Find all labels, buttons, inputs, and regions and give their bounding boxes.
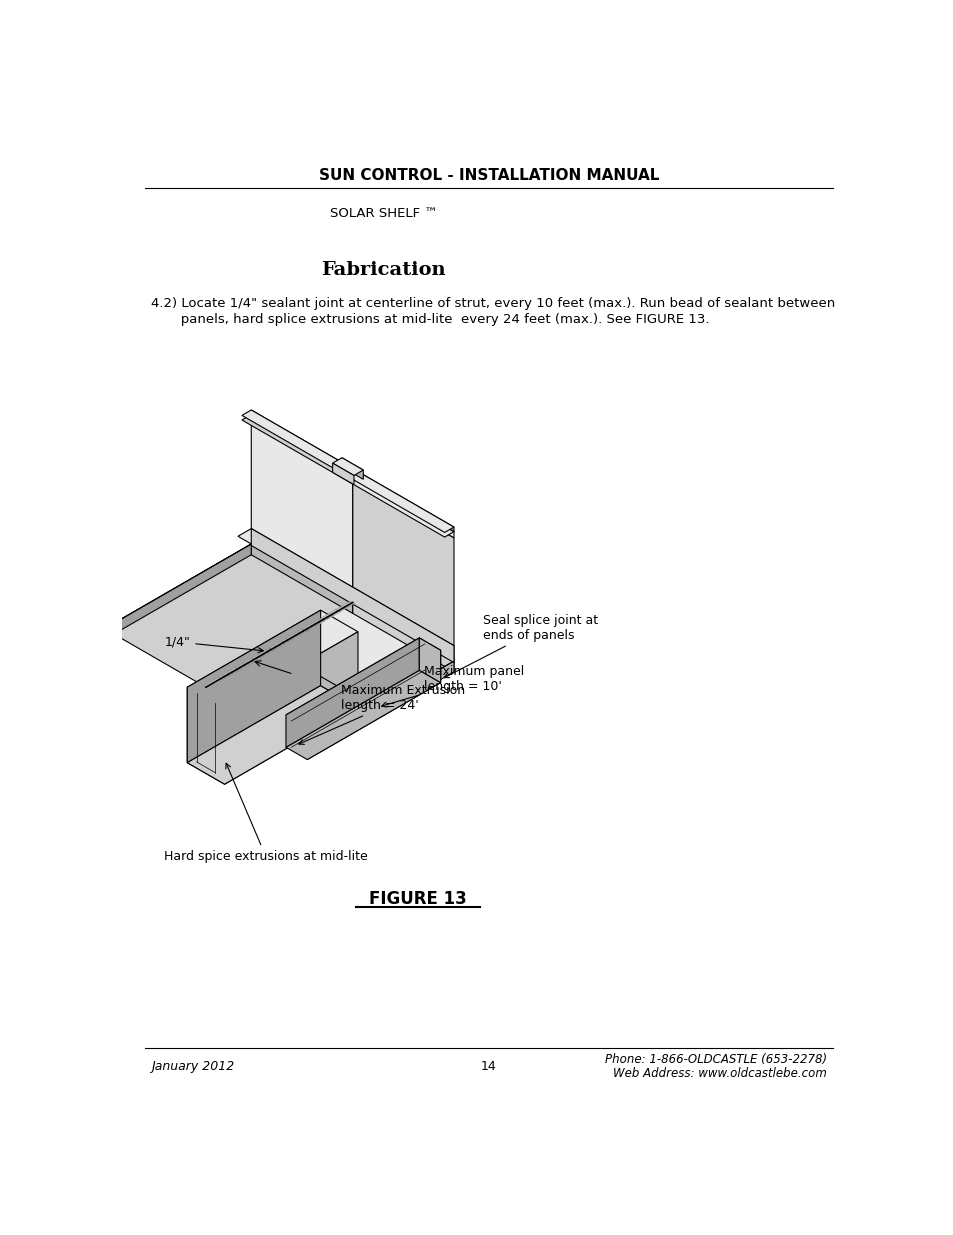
Polygon shape <box>286 638 419 747</box>
Text: panels, hard splice extrusions at mid-lite  every 24 feet (max.). See FIGURE 13.: panels, hard splice extrusions at mid-li… <box>151 312 709 326</box>
Polygon shape <box>341 458 363 479</box>
Polygon shape <box>204 601 355 688</box>
Polygon shape <box>242 410 454 532</box>
Polygon shape <box>251 421 353 603</box>
Polygon shape <box>237 529 454 653</box>
Text: January 2012: January 2012 <box>151 1060 233 1072</box>
Polygon shape <box>307 651 440 760</box>
Polygon shape <box>353 473 454 537</box>
Text: Hard spice extrusions at mid-lite: Hard spice extrusions at mid-lite <box>164 763 367 863</box>
Text: 1/4": 1/4" <box>164 636 263 653</box>
Polygon shape <box>419 638 440 683</box>
Text: Maximum panel
length = 10': Maximum panel length = 10' <box>381 664 524 708</box>
Polygon shape <box>105 543 251 640</box>
Polygon shape <box>187 610 320 763</box>
Polygon shape <box>343 473 454 537</box>
Polygon shape <box>251 410 454 531</box>
Polygon shape <box>187 685 357 784</box>
Polygon shape <box>251 529 454 662</box>
Polygon shape <box>307 661 454 757</box>
Text: Web Address: www.oldcastlebe.com: Web Address: www.oldcastlebe.com <box>613 1067 826 1081</box>
Polygon shape <box>187 687 224 784</box>
Text: FIGURE 13: FIGURE 13 <box>369 890 466 908</box>
Polygon shape <box>251 543 353 614</box>
Polygon shape <box>286 671 440 760</box>
Text: Fabrication: Fabrication <box>321 261 445 279</box>
Polygon shape <box>206 603 454 746</box>
Text: Phone: 1-866-OLDCASTLE (653-2278): Phone: 1-866-OLDCASTLE (653-2278) <box>604 1052 826 1066</box>
Polygon shape <box>320 677 357 708</box>
Text: SUN CONTROL - INSTALLATION MANUAL: SUN CONTROL - INSTALLATION MANUAL <box>318 168 659 183</box>
Polygon shape <box>224 632 357 784</box>
Polygon shape <box>333 463 354 484</box>
Polygon shape <box>105 543 353 687</box>
Text: SOLAR SHELF ™: SOLAR SHELF ™ <box>330 207 436 220</box>
Polygon shape <box>353 603 454 672</box>
Polygon shape <box>286 638 440 727</box>
Polygon shape <box>242 415 353 478</box>
Polygon shape <box>333 458 363 475</box>
Polygon shape <box>353 479 454 661</box>
Text: Maximum Extrusion
length = 24': Maximum Extrusion length = 24' <box>298 684 465 745</box>
Text: 14: 14 <box>480 1060 497 1072</box>
Text: 4.2) Locate 1/4" sealant joint at centerline of strut, every 10 feet (max.). Run: 4.2) Locate 1/4" sealant joint at center… <box>151 296 834 310</box>
Text: Seal splice joint at
ends of panels: Seal splice joint at ends of panels <box>444 614 598 678</box>
Polygon shape <box>251 415 353 479</box>
Polygon shape <box>187 610 357 709</box>
